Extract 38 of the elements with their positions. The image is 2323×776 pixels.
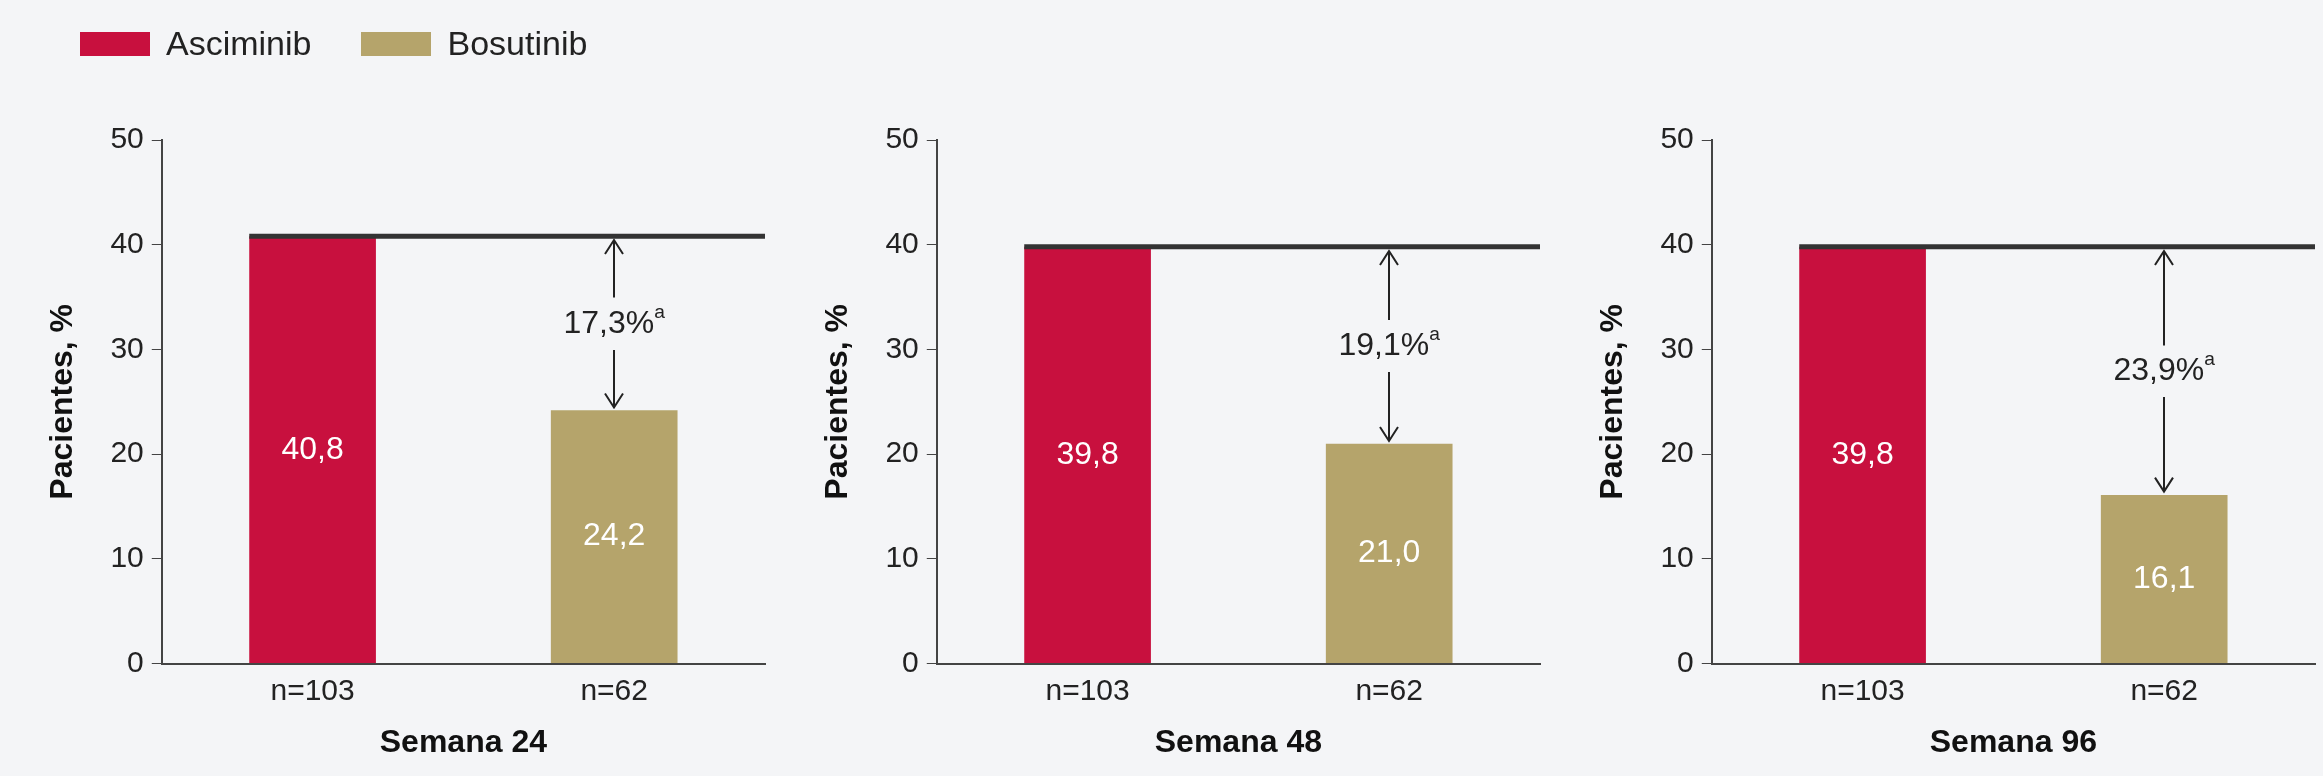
x-tick-label: n=103 [270, 672, 355, 706]
x-axis-title: Semana 24 [379, 722, 548, 759]
y-tick-label: 10 [110, 540, 144, 574]
x-tick-label: n=62 [1355, 672, 1423, 706]
legend-label: Asciminib [166, 24, 312, 63]
y-tick-label: 40 [1660, 225, 1694, 259]
x-tick-label: n=103 [1045, 672, 1130, 706]
data-label: 16,1 [2133, 558, 2196, 595]
y-tick-label: 50 [110, 121, 144, 155]
y-tick-label: 0 [902, 644, 919, 678]
y-tick-label: 0 [127, 644, 144, 678]
y-tick-label: 40 [110, 225, 144, 259]
y-tick-label: 20 [110, 435, 144, 469]
y-tick-label: 30 [1660, 330, 1694, 364]
y-tick-label: 10 [885, 540, 919, 574]
y-tick-label: 50 [885, 121, 919, 155]
data-label: 40,8 [281, 429, 344, 466]
x-tick-label: n=62 [2130, 672, 2198, 706]
legend-label: Bosutinib [447, 24, 588, 63]
x-tick-label: n=103 [1820, 672, 1905, 706]
y-axis-title: Pacientes, % [818, 303, 855, 500]
y-tick-label: 20 [1660, 435, 1694, 469]
y-tick-label: 20 [885, 435, 919, 469]
x-tick-label: n=62 [580, 672, 648, 706]
x-axis-title: Semana 48 [1154, 722, 1322, 759]
y-axis-title: Pacientes, % [1593, 303, 1630, 500]
y-tick-label: 50 [1660, 121, 1694, 155]
y-tick-label: 0 [1677, 644, 1694, 678]
y-tick-label: 40 [885, 225, 919, 259]
y-tick-label: 30 [110, 330, 144, 364]
data-label: 39,8 [1056, 434, 1119, 471]
data-label: 39,8 [1831, 434, 1894, 471]
data-label: 24,2 [583, 516, 646, 553]
y-tick-label: 30 [885, 330, 919, 364]
data-label: 21,0 [1358, 533, 1421, 570]
x-axis-title: Semana 96 [1929, 722, 2097, 759]
y-axis-title: Pacientes, % [43, 303, 80, 500]
y-tick-label: 10 [1660, 540, 1694, 574]
